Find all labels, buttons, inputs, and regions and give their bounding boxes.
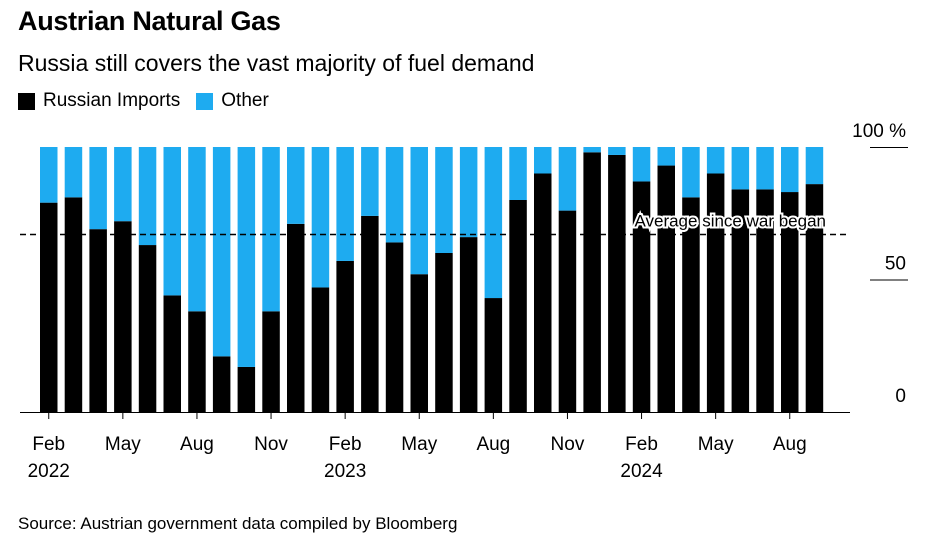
chart-subtitle: Russia still covers the vast majority of… [18, 50, 535, 76]
bar-other [237, 147, 256, 367]
bar-russian-imports [657, 165, 675, 412]
bar-other [262, 147, 280, 312]
bar-russian-imports [459, 237, 478, 412]
bar-other [64, 147, 83, 198]
bar-other [311, 147, 330, 288]
legend-label-other: Other [221, 90, 269, 111]
bar-russian-imports [262, 311, 280, 412]
bar-other [287, 147, 305, 224]
bar-russian-imports [632, 181, 651, 412]
legend-swatch-other [196, 92, 214, 110]
bar-russian-imports [114, 221, 132, 412]
bar-russian-imports [385, 242, 404, 412]
bar-russian-imports [682, 197, 700, 412]
bar-other [682, 147, 700, 198]
x-year-label: 2022 [28, 461, 70, 482]
x-tick-label: Aug [773, 434, 807, 455]
bar-russian-imports [558, 210, 577, 412]
bar-other [781, 147, 799, 193]
bar-other [163, 147, 181, 296]
bar-other [459, 147, 478, 238]
bar-russian-imports [188, 311, 206, 412]
x-tick-label: Nov [254, 434, 288, 455]
legend-label-russian-imports: Russian Imports [43, 90, 181, 111]
x-year-label: 2024 [620, 461, 663, 482]
bar-russian-imports [361, 215, 379, 412]
bar-russian-imports [731, 189, 750, 412]
x-tick-label: Feb [32, 434, 65, 455]
legend-swatch-russian-imports [18, 92, 35, 110]
bar-other [336, 147, 354, 261]
x-tick-label: Aug [180, 434, 214, 455]
bar-other [410, 147, 428, 275]
x-tick-label: May [698, 434, 734, 455]
bar-russian-imports [287, 223, 305, 412]
bar-russian-imports [237, 366, 256, 412]
bar-other [40, 147, 58, 203]
bar-other [534, 147, 552, 174]
y-tick-label: 50 [885, 254, 906, 275]
bar-other [706, 147, 725, 174]
bar-russian-imports [756, 189, 774, 412]
bar-other [361, 147, 379, 216]
y-tick-label: 100 % [852, 121, 906, 142]
bar-russian-imports [64, 197, 83, 412]
chart-title: Austrian Natural Gas [18, 6, 281, 36]
legend: Russian Imports Other [18, 90, 285, 112]
x-tick-label: Feb [329, 434, 362, 455]
bar-other [385, 147, 404, 243]
bar-other [731, 147, 750, 190]
bar-russian-imports [583, 152, 601, 413]
bar-russian-imports [336, 260, 354, 412]
bar-other [484, 147, 503, 299]
x-tick-label: Feb [625, 434, 658, 455]
bar-russian-imports [805, 184, 824, 412]
bar-other [805, 147, 824, 185]
bar-russian-imports [534, 173, 552, 412]
bar-other [657, 147, 675, 166]
bar-other [756, 147, 774, 190]
bar-other [89, 147, 107, 230]
source-note: Source: Austrian government data compile… [18, 514, 458, 533]
bar-other [583, 147, 601, 153]
bar-other [558, 147, 577, 211]
bar-russian-imports [212, 356, 231, 412]
bar-russian-imports [311, 287, 330, 412]
bar-russian-imports [608, 154, 626, 412]
bar-russian-imports [163, 295, 181, 412]
bar-other [608, 147, 626, 155]
bar-russian-imports [435, 253, 453, 412]
average-reference-label: Average since war began [634, 211, 826, 230]
bar-russian-imports [89, 229, 107, 412]
bar-other [114, 147, 132, 222]
bar-other [632, 147, 651, 182]
bar-other [212, 147, 231, 357]
bar-other [188, 147, 206, 312]
bar-other [509, 147, 527, 200]
bar-russian-imports [509, 200, 527, 412]
x-tick-label: Aug [476, 434, 510, 455]
bar-other [138, 147, 157, 246]
bar-other [435, 147, 453, 253]
bar-russian-imports [40, 202, 58, 412]
bar-russian-imports [484, 298, 503, 412]
x-tick-label: Nov [551, 434, 585, 455]
bar-russian-imports [138, 245, 157, 412]
x-year-label: 2023 [324, 461, 366, 482]
legend-item-russian-imports: Russian Imports [18, 90, 180, 112]
y-tick-label: 0 [895, 386, 906, 407]
bar-russian-imports [706, 173, 725, 412]
bar-russian-imports [410, 274, 428, 412]
bar-russian-imports [781, 192, 799, 412]
x-tick-label: May [105, 434, 141, 455]
x-tick-label: May [401, 434, 437, 455]
legend-item-other: Other [196, 90, 269, 112]
